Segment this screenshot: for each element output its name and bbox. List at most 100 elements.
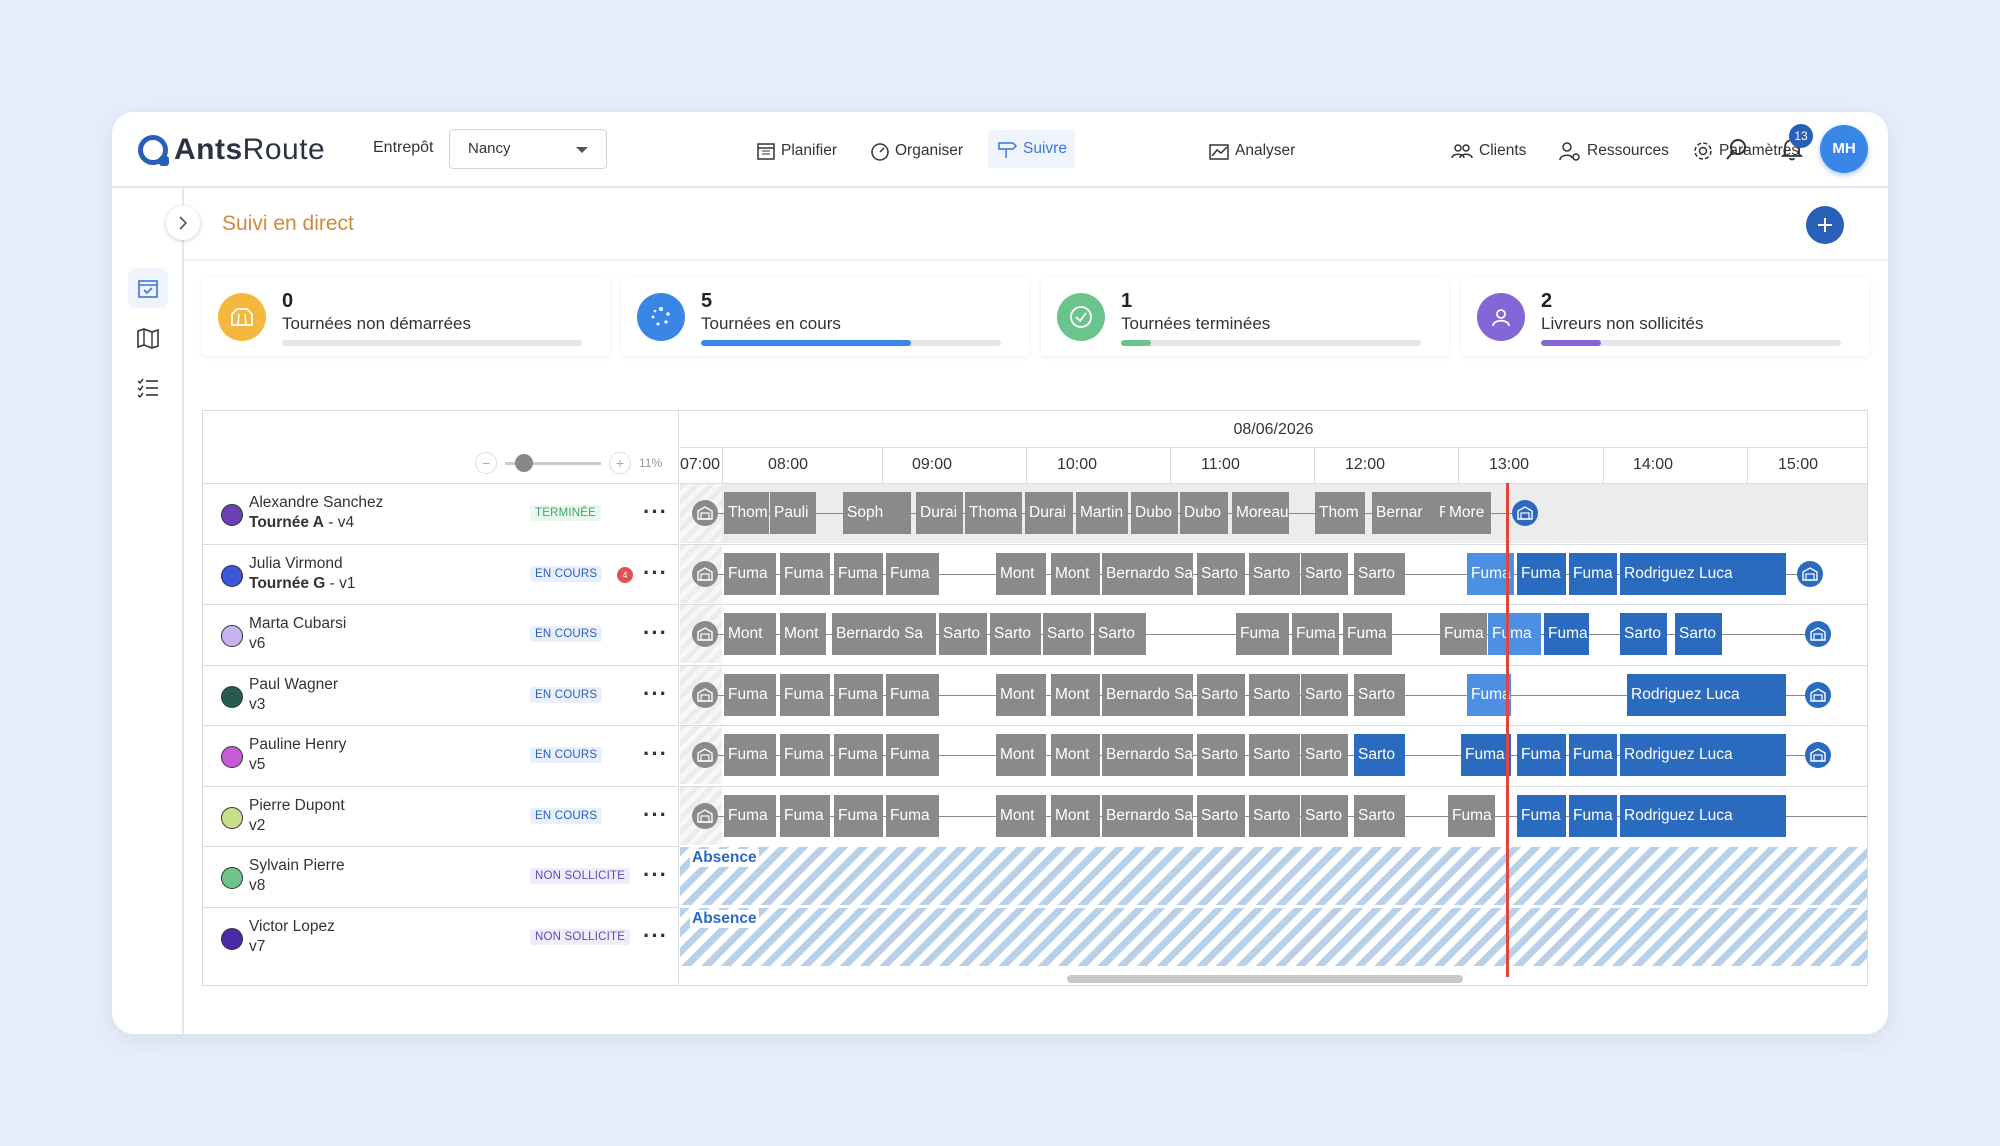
stop-block[interactable]: Mont — [996, 734, 1046, 776]
stop-block[interactable]: Thom — [724, 492, 769, 534]
stop-block[interactable]: Sarto — [1249, 552, 1300, 595]
nav-organiser[interactable]: Organiser — [870, 136, 963, 166]
stop-block[interactable]: Bernar — [1372, 492, 1436, 534]
stop-block[interactable]: Fuma — [724, 552, 776, 595]
stat-card[interactable]: 5 Tournées en cours — [621, 278, 1029, 356]
logo[interactable]: AntsRoute — [138, 132, 325, 168]
stop-block[interactable]: Dubo — [1131, 492, 1178, 534]
depot-end-marker[interactable] — [1797, 560, 1823, 587]
stop-block[interactable]: Sarto — [1043, 613, 1091, 655]
stop-block[interactable]: Bernardo Sa — [832, 613, 936, 655]
stop-block[interactable]: Fuma — [780, 734, 830, 776]
depot-start-marker[interactable] — [692, 500, 718, 526]
resource-row[interactable]: Pierre Dupont v2 EN COURS ··· — [203, 785, 679, 846]
sidebar-toggle-button[interactable] — [166, 206, 200, 240]
stop-block[interactable]: Dubo — [1180, 492, 1228, 534]
zoom-slider[interactable] — [505, 453, 601, 472]
stop-block[interactable]: Fuma — [1569, 552, 1617, 595]
stop-block[interactable]: Fuma — [1236, 613, 1289, 655]
resource-row[interactable]: Pauline Henry v5 EN COURS ··· — [203, 725, 679, 785]
stop-block[interactable]: Sarto — [1301, 552, 1348, 595]
stop-block[interactable]: Pauli — [770, 492, 816, 534]
stop-block[interactable]: Sarto — [1301, 794, 1348, 837]
stop-block[interactable]: Mont — [1051, 794, 1100, 837]
stop-block[interactable]: Thoma — [965, 492, 1022, 534]
zoom-out-button[interactable]: − — [475, 452, 497, 474]
resource-row[interactable]: Victor Lopez v7 NON SOLLICITE ··· — [203, 906, 679, 967]
stop-block[interactable]: Fuma — [780, 552, 830, 595]
stop-block[interactable]: Martin — [1076, 492, 1128, 534]
depot-start-marker[interactable] — [692, 621, 718, 647]
stop-block[interactable]: Fuma — [1343, 613, 1392, 655]
stop-block[interactable]: Bernardo Sa — [1102, 673, 1193, 716]
more-options-button[interactable]: ··· — [643, 922, 668, 948]
stop-block[interactable]: Fuma — [1517, 794, 1566, 837]
more-options-button[interactable]: ··· — [643, 741, 668, 766]
stop-block[interactable]: Mont — [996, 673, 1046, 716]
absence-block[interactable]: Absence — [680, 907, 1867, 966]
stat-card[interactable]: 0 Tournées non démarrées — [202, 278, 610, 356]
resource-row[interactable]: Julia Virmond Tournée G - v1 EN COURS 4 ··· — [203, 543, 679, 604]
stop-block[interactable]: Durai — [916, 492, 963, 534]
stop-block[interactable]: Sarto — [1620, 613, 1667, 655]
stop-block[interactable]: Rodriguez Luca — [1627, 673, 1786, 716]
stop-block[interactable]: Fuma — [1569, 794, 1617, 837]
stop-block[interactable]: Mont — [1051, 734, 1100, 776]
stop-block[interactable]: Fuma — [724, 734, 776, 776]
stop-block[interactable]: Mont — [780, 613, 826, 655]
search-button[interactable] — [1724, 136, 1750, 167]
absence-block[interactable]: Absence — [680, 847, 1867, 905]
stop-block[interactable]: Bernardo Sa — [1102, 794, 1193, 837]
stop-block[interactable]: Fuma — [724, 794, 776, 837]
stop-block[interactable]: Mont — [996, 794, 1046, 837]
stop-block[interactable]: Sarto — [1249, 734, 1300, 776]
more-options-button[interactable]: ··· — [643, 680, 668, 706]
more-options-button[interactable]: ··· — [643, 559, 668, 585]
stop-block[interactable]: Fuma — [724, 673, 776, 716]
stop-block[interactable]: F — [1435, 492, 1445, 534]
stop-block[interactable]: More — [1445, 492, 1491, 534]
stop-block[interactable]: Fuma — [1448, 794, 1495, 837]
stop-block[interactable]: Rodriguez Luca — [1620, 734, 1786, 776]
stop-block[interactable]: Fuma — [1544, 613, 1589, 655]
resource-row[interactable]: Marta Cubarsi v6 EN COURS ··· — [203, 604, 679, 664]
stop-block[interactable]: Sarto — [1354, 794, 1405, 837]
sidebar-item-map[interactable] — [128, 318, 168, 358]
stop-block[interactable]: Sarto — [939, 613, 987, 655]
stop-block[interactable]: Sarto — [1197, 552, 1245, 595]
stop-block[interactable]: Fuma — [834, 552, 883, 595]
entrepot-select[interactable]: Nancy — [449, 129, 607, 169]
stop-block[interactable]: Fuma — [1517, 552, 1566, 595]
stop-block[interactable]: Fuma — [886, 673, 939, 716]
depot-start-marker[interactable] — [692, 560, 718, 587]
depot-end-marker[interactable] — [1805, 621, 1831, 647]
stop-block[interactable]: Sarto — [990, 613, 1041, 655]
stop-block[interactable]: Fuma — [834, 794, 883, 837]
stop-block[interactable]: Soph — [843, 492, 911, 534]
stop-block[interactable]: Sarto — [1197, 794, 1245, 837]
stop-block[interactable]: Durai — [1025, 492, 1073, 534]
depot-end-marker[interactable] — [1805, 681, 1831, 708]
depot-start-marker[interactable] — [692, 681, 718, 708]
stop-block[interactable]: Fuma — [1488, 613, 1541, 655]
stop-block[interactable]: Fuma — [886, 552, 939, 595]
stop-block[interactable]: Fuma — [1292, 613, 1339, 655]
stop-block[interactable]: Mont — [996, 552, 1046, 595]
stop-block[interactable]: Fuma — [886, 794, 939, 837]
stop-block[interactable]: Fuma — [1569, 734, 1617, 776]
nav-planifier[interactable]: Planifier — [756, 136, 837, 166]
more-options-button[interactable]: ··· — [643, 620, 668, 645]
stop-block[interactable]: Mont — [1051, 552, 1100, 595]
nav-clients[interactable]: Clients — [1450, 136, 1526, 166]
more-options-button[interactable]: ··· — [643, 499, 668, 524]
resource-row[interactable]: Paul Wagner v3 EN COURS ··· — [203, 664, 679, 725]
stat-card[interactable]: 2 Livreurs non sollicités — [1461, 278, 1869, 356]
resource-row[interactable]: Sylvain Pierre v8 NON SOLLICITE ··· — [203, 846, 679, 906]
stop-block[interactable]: Fuma — [834, 734, 883, 776]
stop-block[interactable]: Fuma — [834, 673, 883, 716]
nav-suivre[interactable]: Suivre — [988, 130, 1075, 168]
stop-block[interactable]: Sarto — [1249, 673, 1300, 716]
stop-block[interactable]: Sarto — [1675, 613, 1722, 655]
stop-block[interactable]: Fuma — [1467, 673, 1511, 716]
stop-block[interactable]: Rodriguez Luca — [1620, 552, 1786, 595]
